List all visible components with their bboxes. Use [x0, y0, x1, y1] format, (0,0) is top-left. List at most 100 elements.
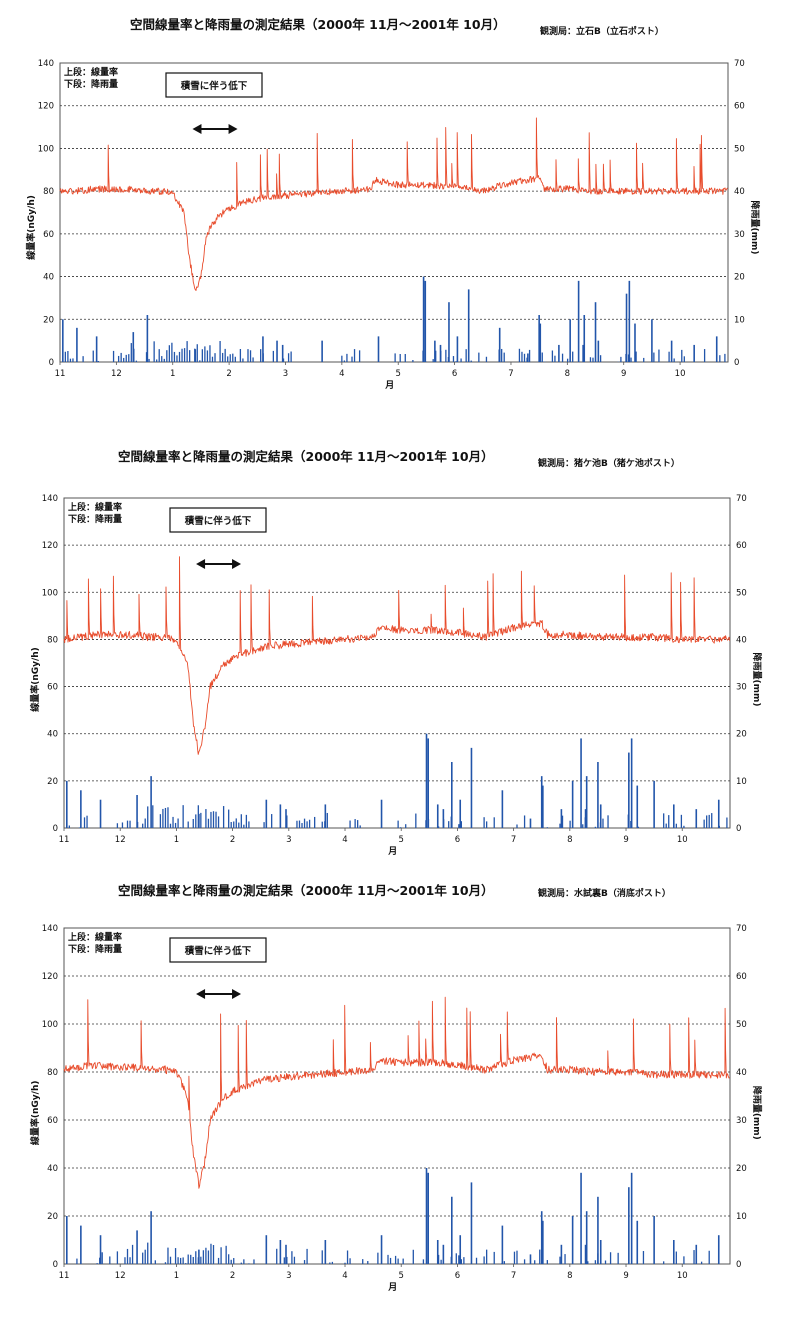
- y-left-tick-label: 120: [42, 541, 58, 551]
- dose-rate-line: [63, 996, 730, 1189]
- annotation-box: [165, 72, 263, 98]
- plot-frame: [63, 497, 731, 829]
- station-label: 観測局：水試裏B（消底ポスト）: [538, 889, 671, 899]
- y-right-tick-label: 20: [734, 273, 745, 283]
- y-left-tick-label: 40: [47, 730, 58, 740]
- x-tick-label: 2: [226, 369, 231, 379]
- x-tick-label: 5: [399, 835, 404, 845]
- x-tick-label: 10: [677, 1271, 688, 1281]
- x-tick-label: 11: [59, 835, 70, 845]
- x-tick-label: 2: [230, 1271, 235, 1281]
- x-tick-label: 7: [511, 1271, 516, 1281]
- x-tick-label: 3: [286, 1271, 291, 1281]
- y-left-tick-label: 80: [43, 187, 54, 197]
- y-right-tick-label: 0: [736, 1260, 741, 1270]
- station-label: 観測局：立石B（立石ポスト）: [540, 27, 664, 37]
- arrow-head-right: [232, 559, 242, 569]
- x-tick-label: 2: [230, 835, 235, 845]
- annotation-text: 積雪に伴う低下: [184, 515, 252, 527]
- y-right-tick-label: 0: [736, 824, 741, 834]
- y-left-tick-label: 80: [47, 1068, 58, 1078]
- y-left-tick-label: 0: [53, 1260, 58, 1270]
- y-right-tick-label: 30: [736, 1116, 747, 1126]
- plot-frame: [63, 927, 731, 1265]
- y-left-tick-label: 20: [47, 1212, 58, 1222]
- annotation-box: [169, 937, 267, 963]
- dose-rate-line: [63, 556, 731, 755]
- y-left-tick-label: 40: [43, 273, 54, 283]
- x-axis-label: 月: [384, 380, 394, 391]
- arrow-head-left: [196, 989, 206, 999]
- x-tick-label: 4: [339, 369, 344, 379]
- y-right-tick-label: 50: [736, 1020, 747, 1030]
- x-tick-label: 8: [567, 1271, 572, 1281]
- x-tick-label: 11: [55, 369, 66, 379]
- y-right-tick-label: 40: [734, 187, 745, 197]
- y-right-tick-label: 60: [734, 102, 745, 112]
- x-tick-label: 1: [174, 835, 179, 845]
- y-right-tick-label: 70: [736, 494, 747, 504]
- arrow-head-right: [228, 124, 238, 134]
- annotation-box: [169, 507, 267, 533]
- x-tick-label: 5: [396, 369, 401, 379]
- dose-rate-line: [59, 117, 728, 291]
- y-right-tick-label: 40: [736, 1068, 747, 1078]
- y-right-tick-label: 30: [736, 683, 747, 693]
- y-right-tick-label: 50: [734, 144, 745, 154]
- station-label: 観測局：猪ケ池B（猪ケ池ポスト）: [538, 459, 680, 469]
- x-tick-label: 12: [115, 1271, 126, 1281]
- x-tick-label: 4: [342, 835, 347, 845]
- y-left-tick-label: 60: [47, 683, 58, 693]
- y-left-tick-label: 120: [38, 102, 54, 112]
- annotation-text: 積雪に伴う低下: [184, 945, 252, 957]
- y-right-tick-label: 50: [736, 588, 747, 598]
- arrow-head-right: [232, 989, 242, 999]
- chart-title: 空間線量率と降雨量の測定結果（2000年 11月～2001年 10月）: [118, 449, 494, 464]
- y-right-tick-label: 60: [736, 972, 747, 982]
- legend-line: 上段：線量率: [64, 66, 118, 78]
- x-tick-label: 9: [623, 835, 628, 845]
- arrow-head-left: [196, 559, 206, 569]
- y-right-axis-label: 降雨量(mm): [751, 653, 763, 707]
- y-right-tick-label: 10: [734, 315, 745, 325]
- y-right-tick-label: 20: [736, 1164, 747, 1174]
- x-tick-label: 8: [567, 835, 572, 845]
- y-left-tick-label: 60: [43, 230, 54, 240]
- legend-line: 上段：線量率: [68, 501, 122, 513]
- x-tick-label: 1: [170, 369, 175, 379]
- x-tick-label: 5: [399, 1271, 404, 1281]
- x-tick-label: 4: [342, 1271, 347, 1281]
- y-right-tick-label: 40: [736, 635, 747, 645]
- x-axis-label: 月: [387, 1282, 397, 1293]
- x-tick-label: 9: [621, 369, 626, 379]
- x-tick-label: 6: [455, 1271, 460, 1281]
- x-tick-label: 1: [174, 1271, 179, 1281]
- y-left-tick-label: 20: [43, 315, 54, 325]
- y-left-tick-label: 100: [38, 144, 54, 154]
- x-tick-label: 7: [511, 835, 516, 845]
- chart-title: 空間線量率と降雨量の測定結果（2000年 11月～2001年 10月）: [118, 883, 494, 898]
- y-right-tick-label: 0: [734, 358, 739, 368]
- y-right-tick-label: 60: [736, 541, 747, 551]
- y-right-axis-label: 降雨量(mm): [749, 200, 761, 254]
- y-right-tick-label: 70: [736, 924, 747, 934]
- rainfall-bars: [62, 276, 726, 362]
- x-tick-label: 3: [283, 369, 288, 379]
- y-left-tick-label: 60: [47, 1116, 58, 1126]
- x-tick-label: 6: [455, 835, 460, 845]
- x-tick-label: 11: [59, 1271, 70, 1281]
- rainfall-bars: [66, 1168, 720, 1264]
- rainfall-bars: [66, 733, 728, 828]
- x-tick-label: 8: [565, 369, 570, 379]
- y-left-tick-label: 0: [53, 824, 58, 834]
- y-left-tick-label: 40: [47, 1164, 58, 1174]
- y-left-tick-label: 120: [42, 972, 58, 982]
- y-left-tick-label: 80: [47, 635, 58, 645]
- y-left-axis-label: 線量率(nGy/h): [29, 647, 41, 712]
- y-right-tick-label: 10: [736, 777, 747, 787]
- chart-panel-1: 空間線量率と降雨量の測定結果（2000年 11月～2001年 10月） 観測局：…: [0, 0, 800, 400]
- chart-title: 空間線量率と降雨量の測定結果（2000年 11月～2001年 10月）: [130, 17, 506, 32]
- annotation-text: 積雪に伴う低下: [180, 80, 248, 92]
